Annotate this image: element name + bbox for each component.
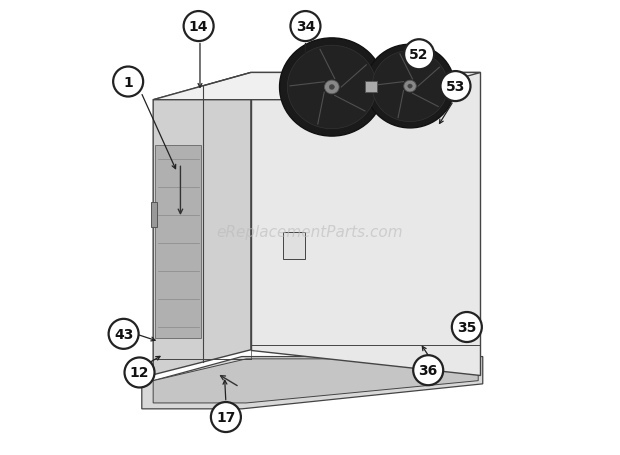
Bar — [365, 81, 378, 93]
Polygon shape — [153, 73, 480, 101]
Circle shape — [413, 355, 443, 385]
Text: eReplacementParts.com: eReplacementParts.com — [216, 225, 404, 239]
Circle shape — [211, 402, 241, 432]
Ellipse shape — [404, 81, 416, 93]
Bar — [151, 202, 157, 228]
Polygon shape — [153, 73, 251, 375]
Text: 1: 1 — [123, 76, 133, 89]
Circle shape — [125, 358, 154, 388]
Ellipse shape — [288, 46, 376, 129]
Circle shape — [108, 319, 139, 349]
Circle shape — [290, 12, 321, 42]
Polygon shape — [153, 359, 478, 403]
Circle shape — [113, 67, 143, 97]
Text: 34: 34 — [296, 20, 315, 34]
Text: 52: 52 — [409, 48, 429, 62]
Ellipse shape — [365, 45, 454, 129]
Ellipse shape — [324, 81, 339, 95]
Text: 35: 35 — [457, 320, 477, 334]
Text: 14: 14 — [189, 20, 208, 34]
Circle shape — [440, 72, 471, 102]
Bar — [283, 233, 304, 259]
Ellipse shape — [372, 51, 448, 122]
Text: 43: 43 — [114, 327, 133, 341]
Polygon shape — [156, 146, 201, 339]
Ellipse shape — [408, 85, 412, 89]
Text: 12: 12 — [130, 366, 149, 379]
Circle shape — [404, 40, 434, 70]
Polygon shape — [251, 73, 480, 375]
Text: 17: 17 — [216, 410, 236, 424]
Circle shape — [184, 12, 214, 42]
Ellipse shape — [329, 86, 334, 90]
Polygon shape — [142, 357, 483, 409]
Text: 53: 53 — [446, 80, 465, 94]
Circle shape — [452, 312, 482, 342]
Text: 36: 36 — [418, 364, 438, 377]
Ellipse shape — [280, 39, 384, 137]
